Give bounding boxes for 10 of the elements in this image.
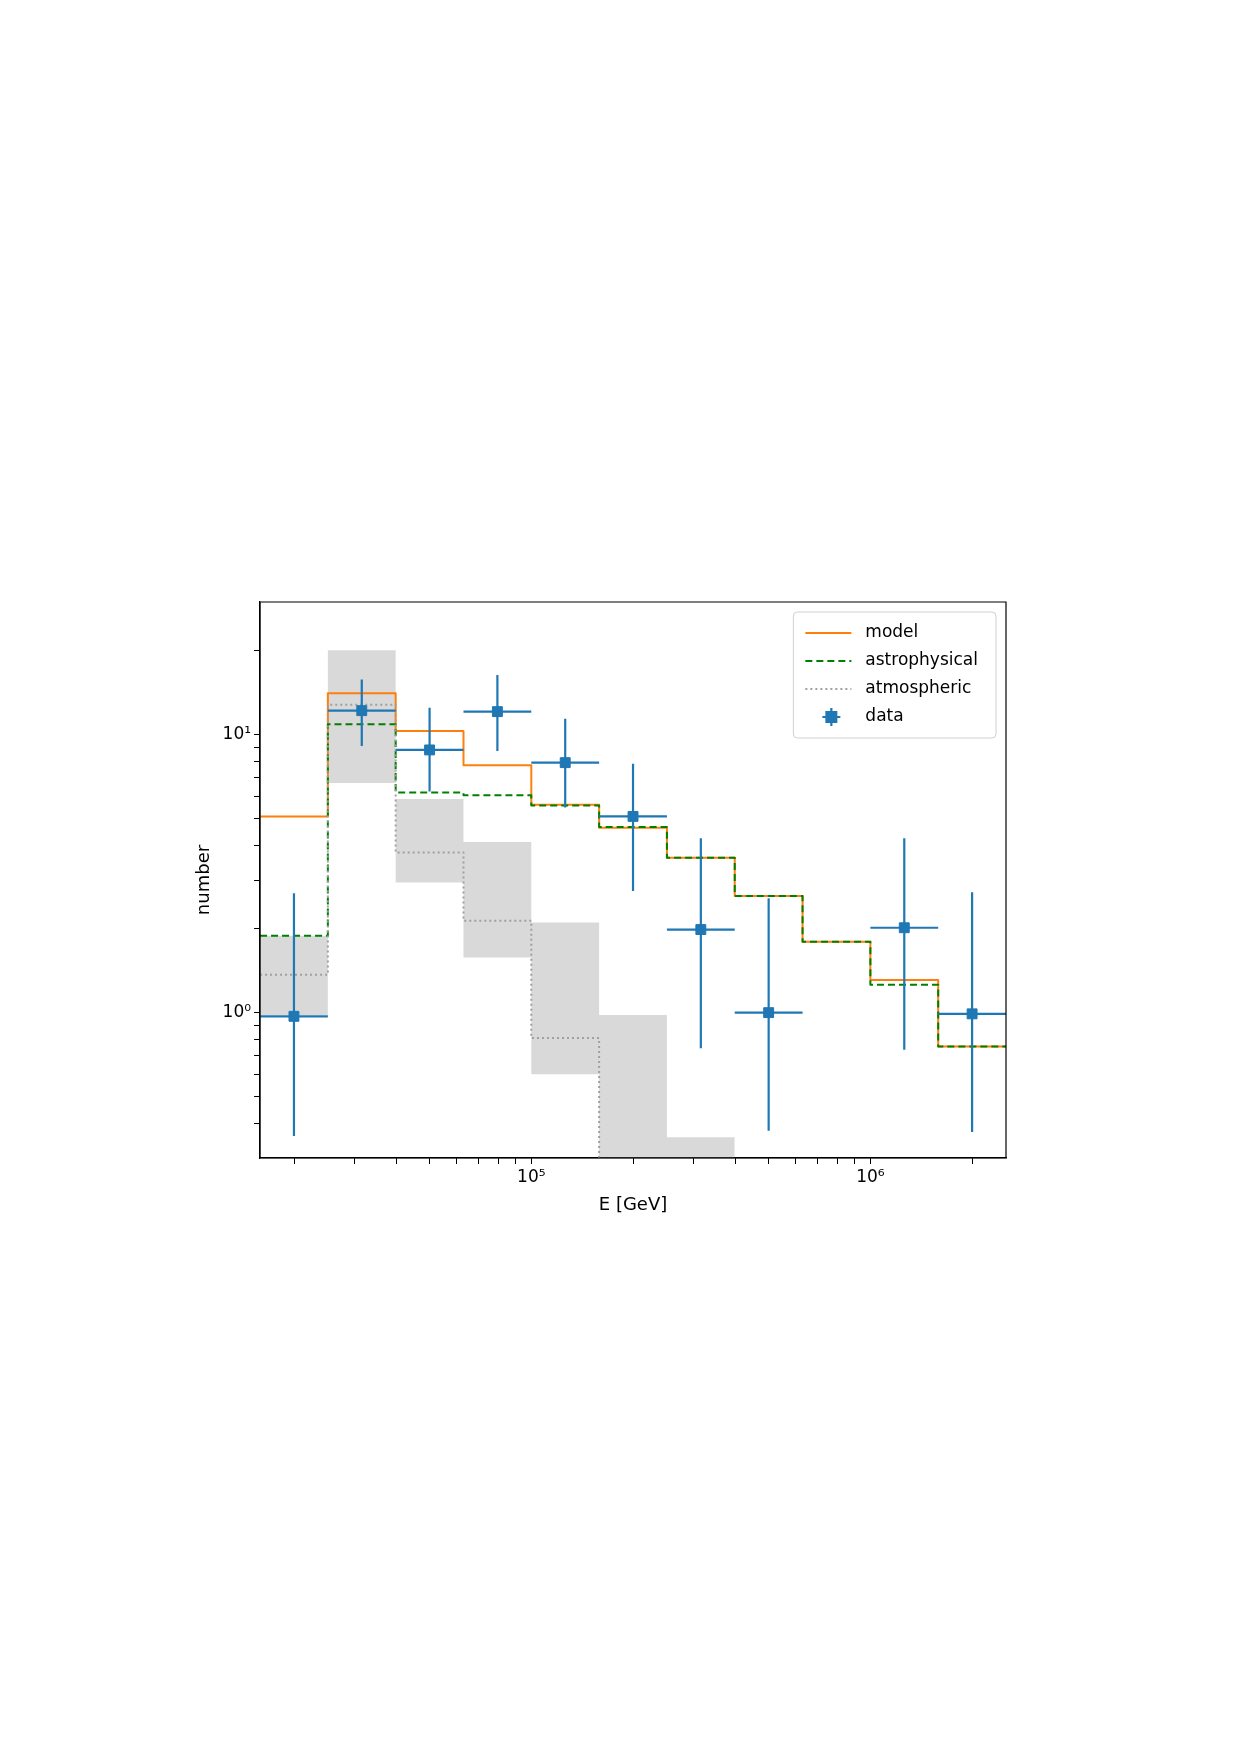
legend-label: data bbox=[865, 705, 904, 726]
legend-label: astrophysical bbox=[865, 649, 979, 670]
x-axis-title: E [GeV] bbox=[598, 1192, 668, 1214]
x-tick-label: 10⁶ bbox=[856, 1165, 885, 1186]
legend-label: model bbox=[865, 621, 919, 642]
y-tick-label: 10⁰ bbox=[222, 1001, 252, 1022]
y-tick-label: 10¹ bbox=[222, 723, 252, 744]
y-axis-title: number bbox=[192, 844, 214, 916]
legend-label: atmospheric bbox=[865, 677, 972, 698]
x-tick-label: 10⁵ bbox=[517, 1165, 546, 1186]
